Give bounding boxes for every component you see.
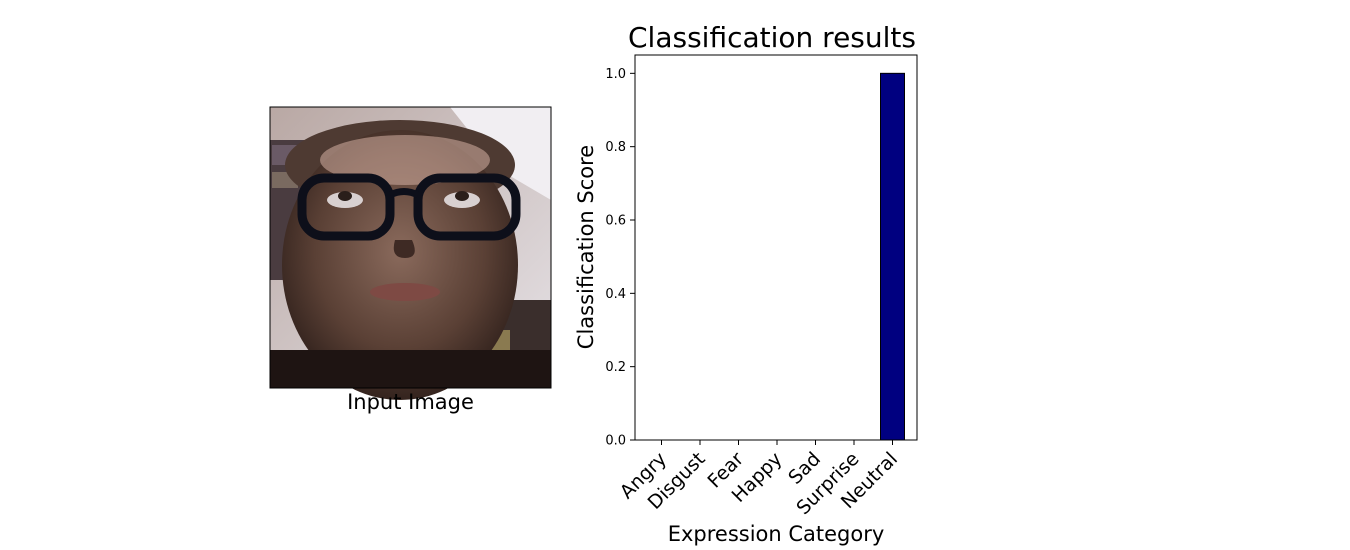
y-tick-label: 1.0 bbox=[605, 67, 626, 82]
y-tick-label: 0.6 bbox=[605, 214, 626, 229]
input-image bbox=[269, 106, 552, 400]
bars bbox=[880, 72, 905, 441]
chart-title: Classification results bbox=[628, 21, 916, 54]
y-tick-label: 0.8 bbox=[605, 140, 626, 155]
x-axis-label: Expression Category bbox=[668, 522, 885, 546]
y-axis-ticks: 0.0 0.2 0.4 0.6 0.8 1.0 bbox=[605, 67, 635, 449]
image-caption: Input Image bbox=[347, 390, 474, 414]
y-axis-label: Classification Score bbox=[574, 145, 598, 349]
y-tick-label: 0.4 bbox=[605, 287, 626, 302]
bar-neutral bbox=[880, 72, 905, 441]
y-tick-label: 0.2 bbox=[605, 360, 626, 375]
bar-chart: Classification results Classification Sc… bbox=[574, 21, 918, 546]
plot-area-frame bbox=[634, 54, 918, 441]
y-tick-label: 0.0 bbox=[605, 434, 626, 449]
